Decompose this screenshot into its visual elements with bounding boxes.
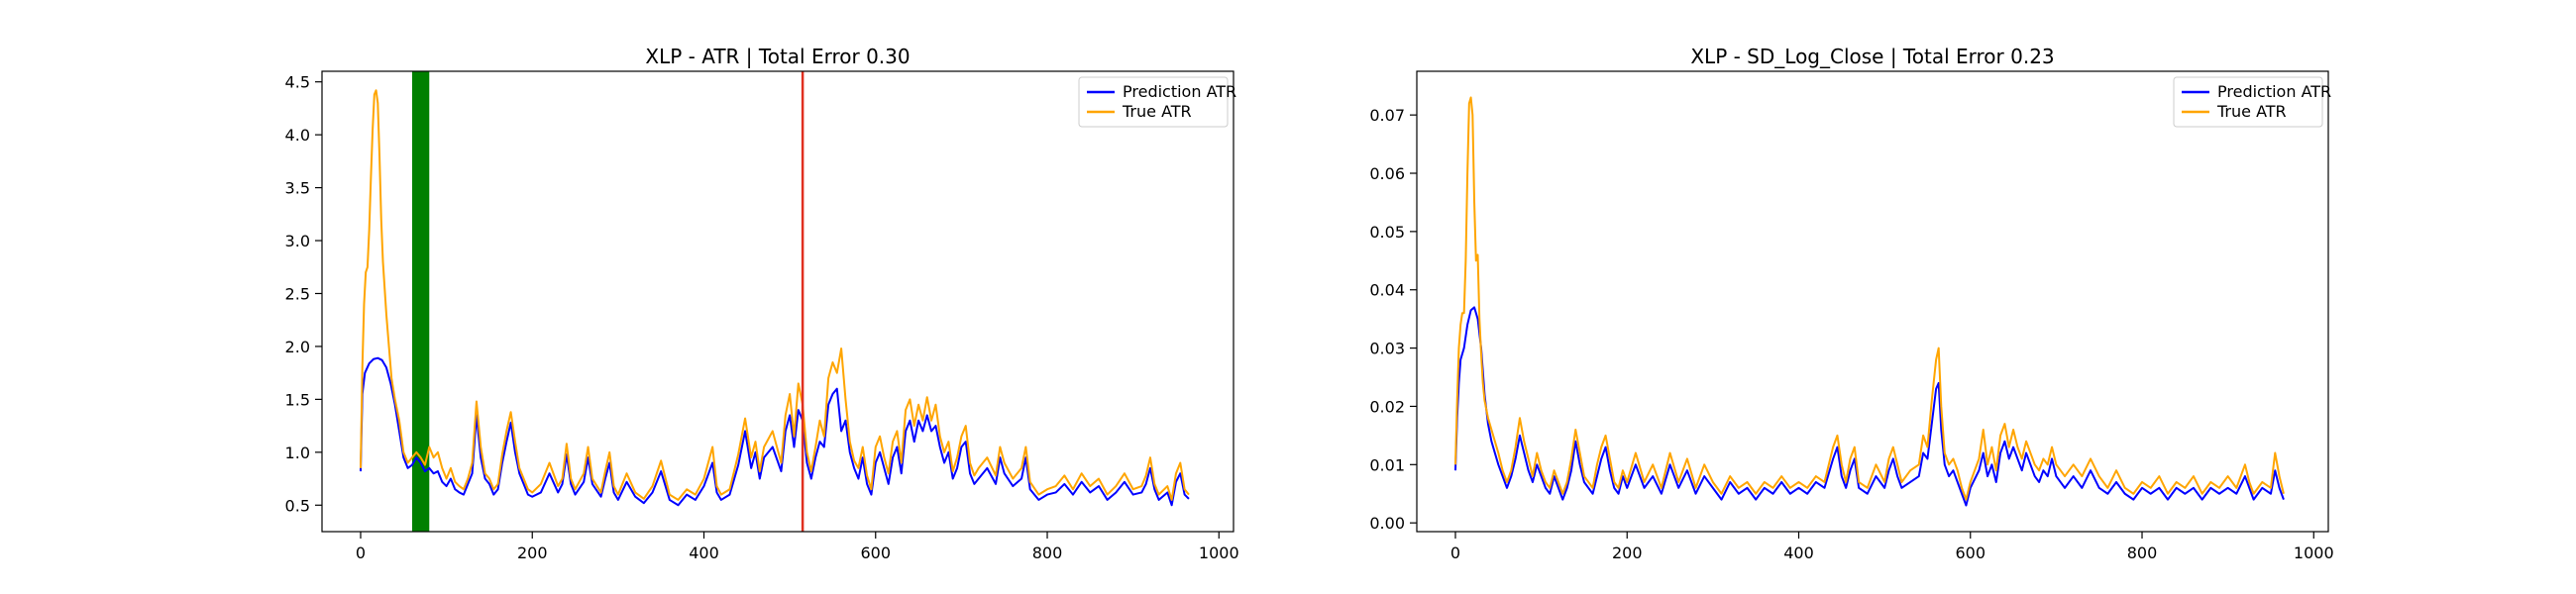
y-tick-label: 0.07 bbox=[1369, 106, 1405, 125]
y-tick-label: 0.01 bbox=[1369, 455, 1405, 474]
y-tick-label: 0.03 bbox=[1369, 340, 1405, 358]
x-tick-label: 800 bbox=[2127, 544, 2158, 562]
chart-title: XLP - SD_Log_Close | Total Error 0.23 bbox=[1690, 45, 2054, 68]
y-tick-label: 2.0 bbox=[285, 338, 310, 356]
highlight-band bbox=[411, 71, 430, 532]
axes-frame bbox=[321, 70, 1234, 533]
y-tick-label: 1.0 bbox=[285, 444, 310, 462]
series-line-true bbox=[359, 89, 1190, 501]
x-tick-label: 0 bbox=[1450, 544, 1460, 562]
plot-area bbox=[1453, 96, 2285, 507]
y-tick-label: 4.0 bbox=[285, 126, 310, 145]
chart-title: XLP - ATR | Total Error 0.30 bbox=[645, 45, 910, 68]
axes-frame bbox=[1416, 70, 2329, 533]
y-tick-label: 0.06 bbox=[1369, 164, 1405, 183]
y-tick-label: 0.02 bbox=[1369, 397, 1405, 416]
y-tick-label: 4.5 bbox=[285, 73, 310, 92]
x-tick-label: 400 bbox=[1783, 544, 1814, 562]
legend-label: True ATR bbox=[2216, 102, 2287, 121]
x-tick-label: 1000 bbox=[2294, 544, 2334, 562]
y-tick-label: 0.5 bbox=[285, 496, 310, 515]
x-tick-label: 800 bbox=[1032, 544, 1063, 562]
series-line-true bbox=[1453, 96, 2285, 501]
x-tick-label: 200 bbox=[1612, 544, 1643, 562]
x-tick-label: 600 bbox=[1955, 544, 1986, 562]
legend-box bbox=[2173, 76, 2323, 128]
x-tick-label: 0 bbox=[356, 544, 366, 562]
y-tick-label: 0.05 bbox=[1369, 223, 1405, 242]
y-tick-label: 1.5 bbox=[285, 390, 310, 409]
y-tick-label: 0.04 bbox=[1369, 281, 1405, 300]
y-tick-label: 2.5 bbox=[285, 284, 310, 303]
y-tick-label: 3.0 bbox=[285, 232, 310, 250]
legend-label: Prediction ATR bbox=[2217, 82, 2331, 101]
x-tick-label: 600 bbox=[860, 544, 891, 562]
legend-label: True ATR bbox=[1122, 102, 1192, 121]
y-tick-label: 0.00 bbox=[1369, 514, 1405, 533]
series-line-prediction bbox=[1453, 306, 2285, 507]
chart-panel-1: 0 200 400 600 800 1000 0.5 1.0 1.5 2.0 2.5 3.0 3.5 4.… bbox=[285, 45, 1239, 562]
x-tick-label: 1000 bbox=[1199, 544, 1239, 562]
x-tick-label: 400 bbox=[689, 544, 719, 562]
series-line-prediction bbox=[359, 356, 1190, 507]
chart-panel-2: 0 200 400 600 800 1000 0.00 0.01 0.02 0.03 0.04 0.0… bbox=[1369, 45, 2333, 562]
x-tick-label: 200 bbox=[517, 544, 548, 562]
plot-area bbox=[359, 71, 1190, 532]
legend-box bbox=[1078, 76, 1229, 128]
y-tick-label: 3.5 bbox=[285, 179, 310, 198]
legend-label: Prediction ATR bbox=[1123, 82, 1236, 101]
